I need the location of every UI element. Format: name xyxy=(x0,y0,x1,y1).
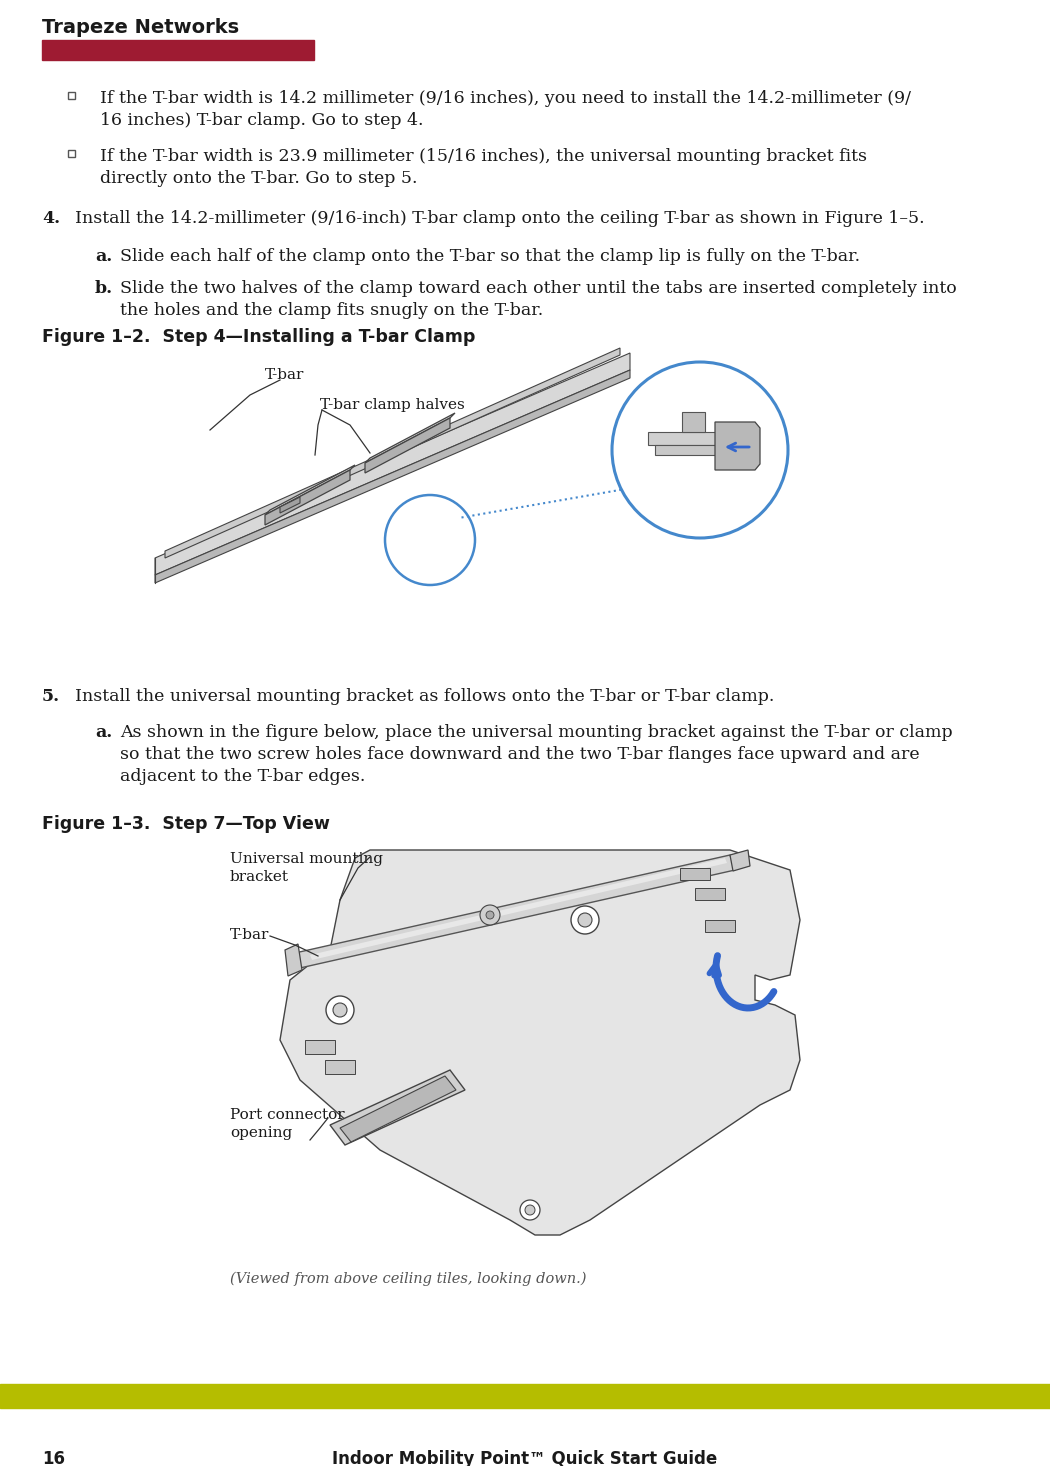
Polygon shape xyxy=(695,888,724,900)
Polygon shape xyxy=(730,850,750,871)
Circle shape xyxy=(578,913,592,927)
Polygon shape xyxy=(340,1076,456,1142)
Polygon shape xyxy=(330,1070,465,1145)
Polygon shape xyxy=(648,432,730,446)
Text: so that the two screw holes face downward and the two T-bar flanges face upward : so that the two screw holes face downwar… xyxy=(120,746,920,762)
Bar xyxy=(68,150,75,157)
Circle shape xyxy=(486,910,494,919)
Polygon shape xyxy=(280,497,300,513)
Polygon shape xyxy=(155,353,630,575)
Text: (Viewed from above ceiling tiles, looking down.): (Viewed from above ceiling tiles, lookin… xyxy=(230,1272,587,1286)
Polygon shape xyxy=(265,471,350,525)
Text: If the T-bar width is 14.2 millimeter (9/16 inches), you need to install the 14.: If the T-bar width is 14.2 millimeter (9… xyxy=(100,89,911,107)
Polygon shape xyxy=(715,422,760,471)
Text: a.: a. xyxy=(94,724,112,740)
Text: As shown in the figure below, place the universal mounting bracket against the T: As shown in the figure below, place the … xyxy=(120,724,952,740)
Polygon shape xyxy=(682,412,705,432)
Bar xyxy=(42,40,314,60)
Text: T-bar: T-bar xyxy=(230,928,270,943)
Text: Install the universal mounting bracket as follows onto the T-bar or T-bar clamp.: Install the universal mounting bracket a… xyxy=(75,688,775,705)
Circle shape xyxy=(333,1003,347,1017)
Bar xyxy=(0,1384,1050,1407)
Text: 4.: 4. xyxy=(42,210,60,227)
Circle shape xyxy=(525,1205,536,1215)
Polygon shape xyxy=(310,858,727,960)
Text: Indoor Mobility Point™ Quick Start Guide: Indoor Mobility Point™ Quick Start Guide xyxy=(333,1450,717,1466)
Polygon shape xyxy=(680,868,710,880)
Polygon shape xyxy=(655,446,738,454)
Text: Trapeze Networks: Trapeze Networks xyxy=(42,18,239,37)
Text: Figure 1–2.  Step 4—Installing a T-bar Clamp: Figure 1–2. Step 4—Installing a T-bar Cl… xyxy=(42,328,476,346)
Bar xyxy=(68,92,75,100)
Text: 5.: 5. xyxy=(42,688,60,705)
Polygon shape xyxy=(365,418,450,474)
Polygon shape xyxy=(165,347,619,559)
Text: a.: a. xyxy=(94,248,112,265)
Text: directly onto the T-bar. Go to step 5.: directly onto the T-bar. Go to step 5. xyxy=(100,170,418,188)
Polygon shape xyxy=(280,850,800,1234)
Text: If the T-bar width is 23.9 millimeter (15/16 inches), the universal mounting bra: If the T-bar width is 23.9 millimeter (1… xyxy=(100,148,867,166)
Text: T-bar clamp halves: T-bar clamp halves xyxy=(320,397,465,412)
Text: Install the 14.2-millimeter (9/16-inch) T-bar clamp onto the ceiling T-bar as sh: Install the 14.2-millimeter (9/16-inch) … xyxy=(75,210,925,227)
Polygon shape xyxy=(326,1060,355,1075)
Polygon shape xyxy=(304,1039,335,1054)
Polygon shape xyxy=(705,921,735,932)
Text: bracket: bracket xyxy=(230,869,289,884)
Polygon shape xyxy=(155,369,630,583)
Circle shape xyxy=(326,995,354,1023)
Text: 16: 16 xyxy=(42,1450,65,1466)
Text: T-bar: T-bar xyxy=(265,368,304,383)
Circle shape xyxy=(520,1201,540,1220)
Text: Slide the two halves of the clamp toward each other until the tabs are inserted : Slide the two halves of the clamp toward… xyxy=(120,280,957,298)
Polygon shape xyxy=(285,944,302,976)
Text: the holes and the clamp fits snugly on the T-bar.: the holes and the clamp fits snugly on t… xyxy=(120,302,543,320)
Text: b.: b. xyxy=(94,280,113,298)
Polygon shape xyxy=(295,855,735,968)
Text: Universal mounting: Universal mounting xyxy=(230,852,383,866)
Polygon shape xyxy=(265,465,355,515)
Text: Slide each half of the clamp onto the T-bar so that the clamp lip is fully on th: Slide each half of the clamp onto the T-… xyxy=(120,248,860,265)
Text: Port connector: Port connector xyxy=(230,1108,344,1121)
Circle shape xyxy=(612,362,788,538)
Circle shape xyxy=(480,905,500,925)
Text: adjacent to the T-bar edges.: adjacent to the T-bar edges. xyxy=(120,768,365,784)
Text: Slide together: Slide together xyxy=(622,415,732,430)
Text: opening: opening xyxy=(230,1126,292,1141)
Circle shape xyxy=(571,906,598,934)
Polygon shape xyxy=(365,413,455,463)
Text: Figure 1–3.  Step 7—Top View: Figure 1–3. Step 7—Top View xyxy=(42,815,330,833)
Text: 16 inches) T-bar clamp. Go to step 4.: 16 inches) T-bar clamp. Go to step 4. xyxy=(100,111,423,129)
